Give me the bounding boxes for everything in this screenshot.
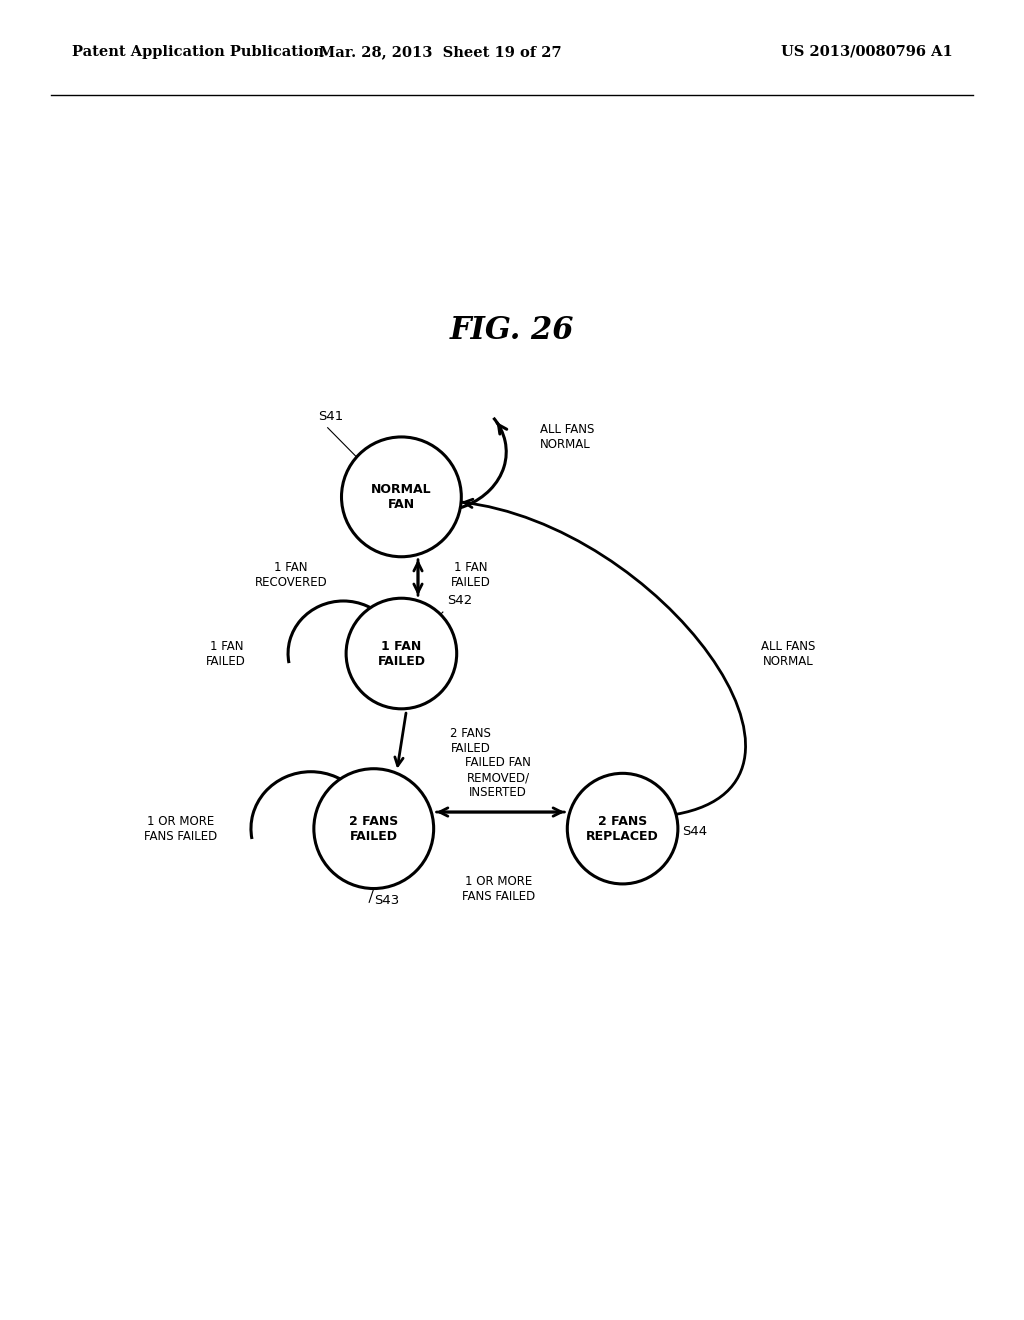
Circle shape [342,437,461,557]
Circle shape [346,598,457,709]
Text: Mar. 28, 2013  Sheet 19 of 27: Mar. 28, 2013 Sheet 19 of 27 [319,45,561,59]
Text: S43: S43 [374,894,399,907]
Text: 2 FANS
FAILED: 2 FANS FAILED [451,727,490,755]
Text: FAILED FAN
REMOVED/
INSERTED: FAILED FAN REMOVED/ INSERTED [465,756,531,800]
Text: S44: S44 [683,825,708,838]
Text: ALL FANS
NORMAL: ALL FANS NORMAL [761,639,816,668]
Text: NORMAL
FAN: NORMAL FAN [371,483,432,511]
Text: US 2013/0080796 A1: US 2013/0080796 A1 [780,45,952,59]
Text: 1 FAN
FAILED: 1 FAN FAILED [207,639,246,668]
Text: 1 FAN
FAILED: 1 FAN FAILED [451,561,490,589]
Text: 1 FAN
RECOVERED: 1 FAN RECOVERED [254,561,328,589]
Text: S41: S41 [318,411,344,424]
Circle shape [313,768,434,888]
Text: Patent Application Publication: Patent Application Publication [72,45,324,59]
Text: 1 OR MORE
FANS FAILED: 1 OR MORE FANS FAILED [462,875,535,903]
Text: S42: S42 [447,594,473,607]
Text: 1 FAN
FAILED: 1 FAN FAILED [378,639,425,668]
Text: 2 FANS
FAILED: 2 FANS FAILED [349,814,398,842]
Circle shape [567,774,678,884]
Text: ALL FANS
NORMAL: ALL FANS NORMAL [540,422,594,451]
Text: 2 FANS
REPLACED: 2 FANS REPLACED [586,814,659,842]
Text: 1 OR MORE
FANS FAILED: 1 OR MORE FANS FAILED [143,814,217,842]
Text: FIG. 26: FIG. 26 [450,315,574,346]
